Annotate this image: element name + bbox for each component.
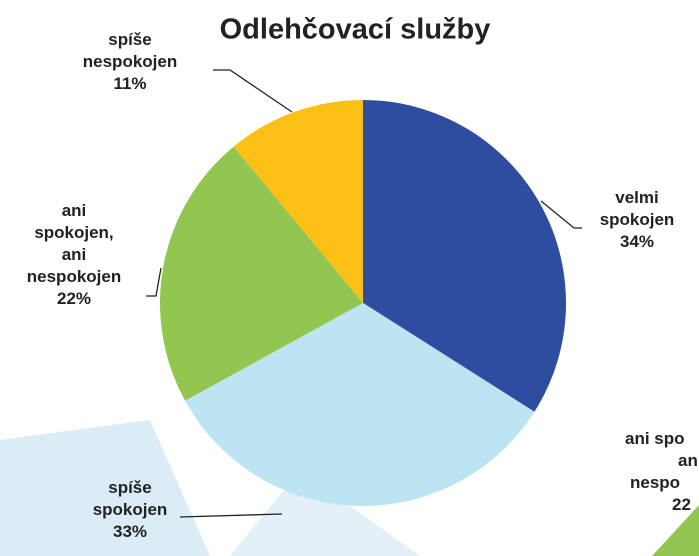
page: Odlehčovací služby ani spo an nespo 22 v… bbox=[0, 0, 699, 556]
chart-title: Odlehčovací služby bbox=[220, 14, 491, 47]
value-label: 33% bbox=[93, 521, 168, 543]
value-label: 11% bbox=[83, 73, 177, 95]
leader-line bbox=[213, 70, 292, 112]
category-label: ani spokojen, ani nespokojen bbox=[27, 200, 121, 288]
background-fragment: an bbox=[625, 450, 698, 472]
category-label: velmi spokojen bbox=[600, 187, 675, 231]
background-fragment: 22 bbox=[625, 494, 698, 516]
background-text: ani spo an nespo 22 bbox=[625, 428, 698, 516]
category-label: spíše spokojen bbox=[93, 477, 168, 521]
background-fragment: nespo bbox=[625, 472, 698, 494]
value-label: 34% bbox=[600, 231, 675, 253]
category-label: spíše nespokojen bbox=[83, 29, 177, 73]
background-fragment: ani spo bbox=[625, 428, 698, 450]
value-label: 22% bbox=[27, 288, 121, 310]
leader-line bbox=[146, 268, 161, 296]
